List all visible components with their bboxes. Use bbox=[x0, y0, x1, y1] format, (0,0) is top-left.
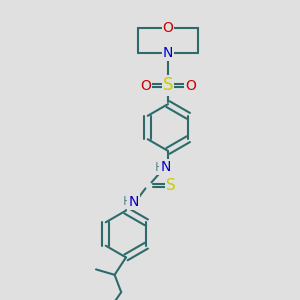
Text: O: O bbox=[140, 79, 151, 92]
Text: N: N bbox=[160, 160, 171, 174]
Text: N: N bbox=[163, 46, 173, 60]
Text: H: H bbox=[123, 195, 132, 208]
Text: H: H bbox=[155, 161, 164, 174]
Text: O: O bbox=[163, 21, 173, 35]
Text: O: O bbox=[185, 79, 196, 92]
Text: S: S bbox=[163, 76, 173, 94]
Text: N: N bbox=[128, 195, 139, 209]
Text: S: S bbox=[166, 178, 176, 193]
